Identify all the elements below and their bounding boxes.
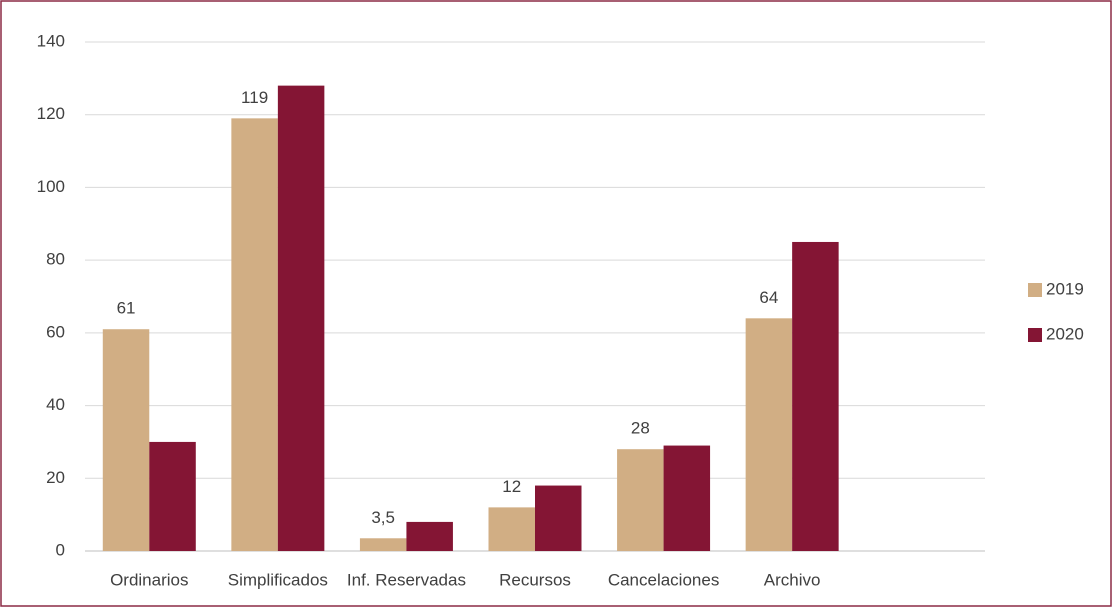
bar — [745, 318, 793, 551]
bar — [617, 449, 664, 551]
y-tick-label: 100 — [37, 177, 65, 196]
legend-label: 2020 — [1046, 324, 1084, 343]
y-tick-label: 0 — [56, 540, 65, 559]
bar — [663, 445, 711, 551]
bar — [231, 118, 278, 551]
bar — [102, 329, 150, 551]
y-tick-label: 80 — [46, 250, 65, 269]
x-tick-label: Recursos — [499, 570, 571, 589]
bar — [406, 521, 453, 551]
y-tick-label: 40 — [46, 395, 65, 414]
bar — [359, 538, 407, 551]
y-tick-label: 120 — [37, 104, 65, 123]
y-tick-label: 140 — [37, 31, 65, 50]
data-label: 61 — [117, 299, 136, 318]
data-label: 12 — [502, 477, 521, 496]
legend-label: 2019 — [1046, 279, 1084, 298]
bar — [535, 485, 582, 551]
data-label: 3,5 — [371, 508, 395, 527]
legend-swatch — [1028, 328, 1042, 342]
x-tick-label: Ordinarios — [110, 570, 188, 589]
data-label: 64 — [759, 288, 778, 307]
bar — [792, 241, 839, 551]
bar — [149, 441, 196, 551]
bar — [488, 507, 535, 551]
y-tick-label: 60 — [46, 322, 65, 341]
x-tick-label: Inf. Reservadas — [347, 570, 466, 589]
bar — [277, 85, 325, 551]
x-tick-label: Archivo — [764, 570, 821, 589]
data-label: 28 — [631, 419, 650, 438]
y-tick-label: 20 — [46, 468, 65, 487]
x-tick-label: Cancelaciones — [608, 570, 720, 589]
legend-swatch — [1028, 283, 1042, 297]
x-tick-label: Simplificados — [228, 570, 328, 589]
data-label: 119 — [241, 88, 268, 107]
